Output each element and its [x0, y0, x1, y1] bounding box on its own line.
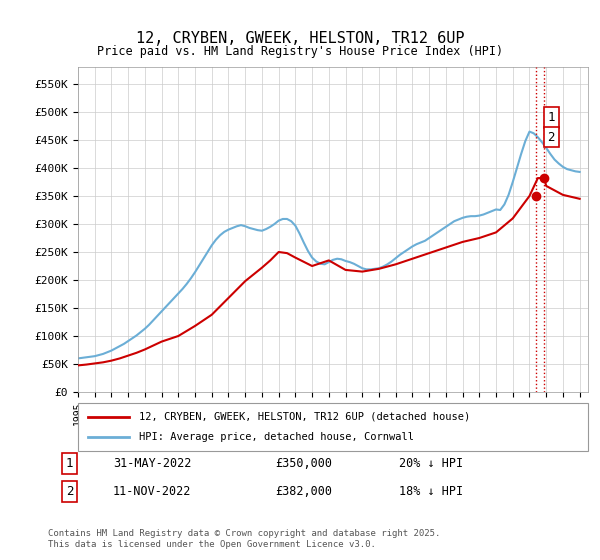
Text: 2: 2 — [66, 485, 73, 498]
Text: 2: 2 — [547, 130, 555, 144]
FancyBboxPatch shape — [78, 403, 588, 451]
Text: £382,000: £382,000 — [275, 485, 332, 498]
Text: 1: 1 — [66, 457, 73, 470]
Text: 12, CRYBEN, GWEEK, HELSTON, TR12 6UP: 12, CRYBEN, GWEEK, HELSTON, TR12 6UP — [136, 31, 464, 46]
Text: 1: 1 — [547, 111, 555, 124]
Text: Contains HM Land Registry data © Crown copyright and database right 2025.
This d: Contains HM Land Registry data © Crown c… — [48, 529, 440, 549]
Text: 12, CRYBEN, GWEEK, HELSTON, TR12 6UP (detached house): 12, CRYBEN, GWEEK, HELSTON, TR12 6UP (de… — [139, 412, 470, 422]
Text: 11-NOV-2022: 11-NOV-2022 — [113, 485, 191, 498]
Text: £350,000: £350,000 — [275, 457, 332, 470]
Text: 31-MAY-2022: 31-MAY-2022 — [113, 457, 191, 470]
Text: 18% ↓ HPI: 18% ↓ HPI — [399, 485, 463, 498]
Text: Price paid vs. HM Land Registry's House Price Index (HPI): Price paid vs. HM Land Registry's House … — [97, 45, 503, 58]
Text: HPI: Average price, detached house, Cornwall: HPI: Average price, detached house, Corn… — [139, 432, 414, 442]
Text: 20% ↓ HPI: 20% ↓ HPI — [399, 457, 463, 470]
